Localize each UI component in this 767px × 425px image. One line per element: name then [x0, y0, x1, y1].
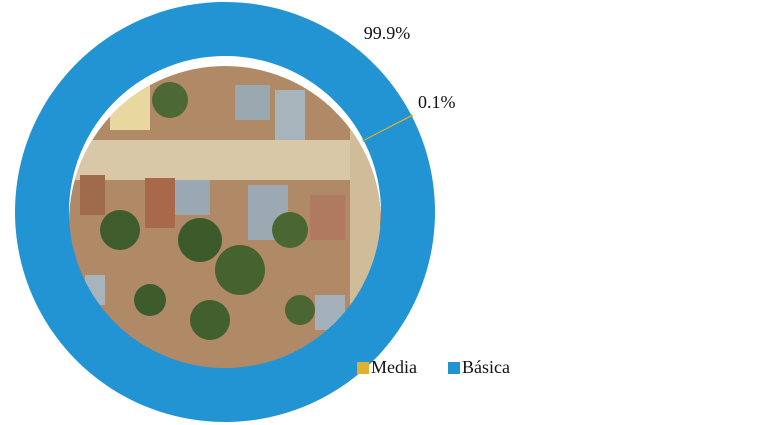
legend-swatch — [448, 362, 460, 374]
chart: 0.1% 99.9% Media Básica — [0, 0, 767, 425]
legend-swatch — [357, 362, 369, 374]
legend-label: Media — [371, 357, 417, 377]
data-label: 99.9% — [364, 23, 411, 43]
data-label: 0.1% — [418, 92, 456, 112]
legend-label: Básica — [462, 357, 510, 377]
